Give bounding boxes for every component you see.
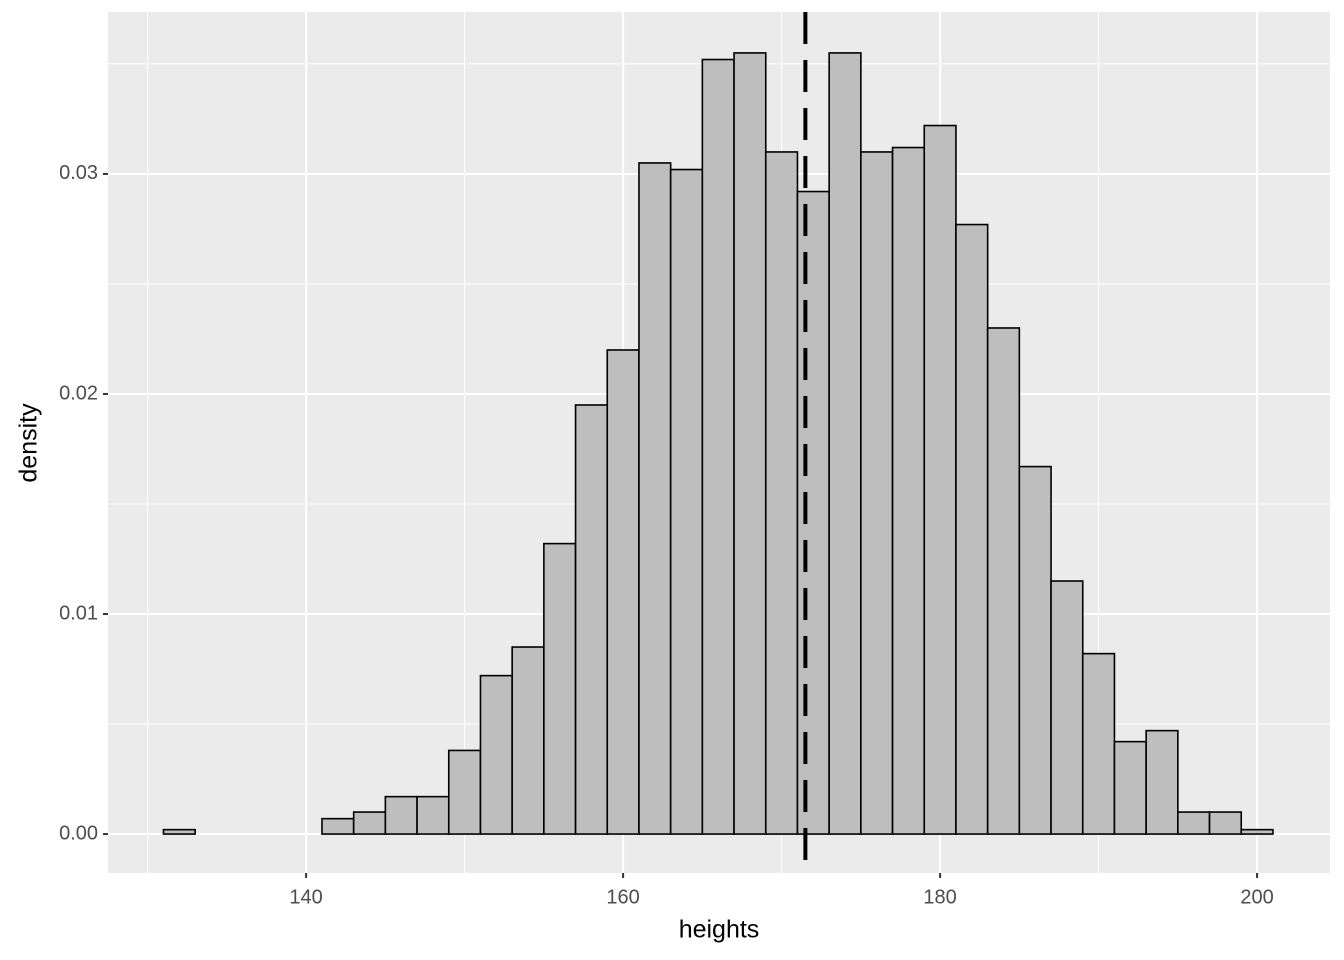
bar [1018, 465, 1052, 835]
bar [891, 146, 926, 835]
bar [1177, 811, 1211, 835]
x-tick-label: 140 [289, 886, 322, 908]
bar [638, 162, 672, 835]
x-axis-title: heights [679, 916, 760, 944]
bar [860, 151, 894, 835]
bar [479, 674, 513, 835]
bar [543, 542, 577, 835]
bar [606, 349, 640, 835]
bar [1240, 828, 1274, 835]
bar [764, 151, 799, 835]
y-tick-label: 0.01 [59, 602, 98, 624]
bar [1050, 580, 1084, 835]
x-tick-label: 160 [606, 886, 639, 908]
bar [1145, 729, 1179, 835]
bar [447, 749, 482, 835]
bar [511, 646, 545, 835]
marks [162, 12, 1274, 873]
bar [1208, 811, 1243, 835]
x-tick-label: 200 [1240, 886, 1273, 908]
y-tick-label: 0.03 [59, 162, 98, 184]
bar [162, 828, 196, 835]
bar [384, 795, 418, 835]
bar [352, 811, 387, 835]
bar [574, 404, 609, 835]
bar [828, 52, 862, 835]
axes: 140 160 180 200 0.00 0.01 0.02 0.03 [59, 162, 1274, 908]
bar [796, 190, 830, 835]
bar [733, 52, 767, 835]
bar [321, 817, 355, 835]
y-tick-label: 0.00 [59, 822, 98, 844]
y-axis-title: density [15, 403, 43, 483]
bar [416, 795, 450, 835]
bar [1113, 740, 1147, 835]
bar [701, 58, 735, 835]
bar [669, 168, 704, 835]
bar [1081, 652, 1116, 835]
bar [955, 223, 989, 835]
x-tick-label: 180 [923, 886, 956, 908]
bar [923, 124, 957, 835]
bar [986, 327, 1021, 835]
y-tick-label: 0.02 [59, 382, 98, 404]
